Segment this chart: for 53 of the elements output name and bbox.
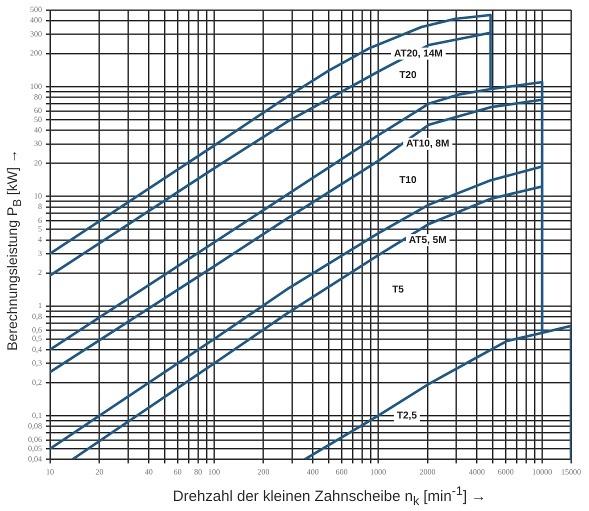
- y-tick-label: 10: [34, 191, 42, 200]
- y-tick-label: 1: [38, 301, 42, 310]
- y-tick-label: 0,06: [28, 435, 42, 444]
- x-tick-label: 200: [257, 467, 270, 476]
- y-tick-label: 200: [30, 48, 42, 58]
- y-tick-label: 8: [38, 202, 42, 212]
- x-tick-label: 80: [194, 467, 202, 476]
- x-tick-label: 10000: [532, 467, 552, 476]
- x-tick-label: 1000: [370, 467, 386, 476]
- x-tick-label: 600: [336, 467, 348, 476]
- y-tick-label: 0,8: [32, 312, 42, 321]
- y-tick-label: 0,04: [28, 454, 42, 464]
- annotation: T10: [399, 175, 417, 186]
- annotation: T20: [399, 70, 417, 81]
- y-tick-label: 400: [30, 16, 42, 25]
- x-tick-label: 15000: [561, 467, 581, 476]
- y-tick-label: 0,2: [32, 378, 42, 387]
- y-tick-label: 50: [34, 114, 42, 124]
- annotation: T5: [392, 284, 404, 296]
- x-tick-label: 6000: [498, 467, 514, 476]
- annotation: AT5, 5M: [408, 234, 447, 246]
- x-tick-label: 40: [144, 467, 153, 476]
- annotation: T2,5: [396, 410, 418, 422]
- y-tick-label: 500: [30, 5, 42, 14]
- y-tick-label: 0,4: [32, 344, 42, 354]
- x-tick-label: 4000: [468, 467, 485, 476]
- x-tick-label: 20: [95, 467, 104, 476]
- y-tick-label: 6: [38, 216, 42, 225]
- y-tick-label: 0,3: [32, 358, 42, 368]
- y-tick-label: 60: [34, 106, 42, 116]
- y-tick-label: 20: [34, 158, 42, 168]
- y-tick-label: 2: [38, 268, 42, 278]
- y-tick-label: 4: [38, 235, 42, 244]
- y-tick-label: 40: [34, 125, 42, 134]
- y-tick-label: 0,05: [28, 444, 42, 453]
- x-tick-label: 60: [174, 467, 182, 476]
- x-axis-title: Drehzahl der kleinen Zahnscheibe n$_{k}$ [min$^{-1}$] →: [172, 484, 488, 508]
- x-tick-label: 10: [46, 467, 54, 476]
- annotation: AT10, 8M: [406, 138, 450, 150]
- x-tick-label: 400: [306, 467, 319, 476]
- y-tick-label: 5: [38, 224, 42, 234]
- x-tick-label: 2000: [419, 467, 436, 476]
- x-tick-label: 100: [208, 467, 220, 476]
- y-tick-label: 300: [30, 29, 42, 38]
- y-tick-label: 80: [34, 92, 42, 102]
- y-tick-label: 100: [30, 82, 42, 91]
- y-tick-label: 0,1: [32, 410, 42, 420]
- annotation: AT20, 14M: [394, 48, 443, 60]
- y-tick-label: 0,5: [32, 334, 42, 344]
- y-tick-label: 0,08: [28, 421, 42, 430]
- y-tick-label: 3: [38, 248, 42, 258]
- y-tick-label: 30: [34, 139, 42, 148]
- y-tick-label: 0,6: [32, 325, 42, 334]
